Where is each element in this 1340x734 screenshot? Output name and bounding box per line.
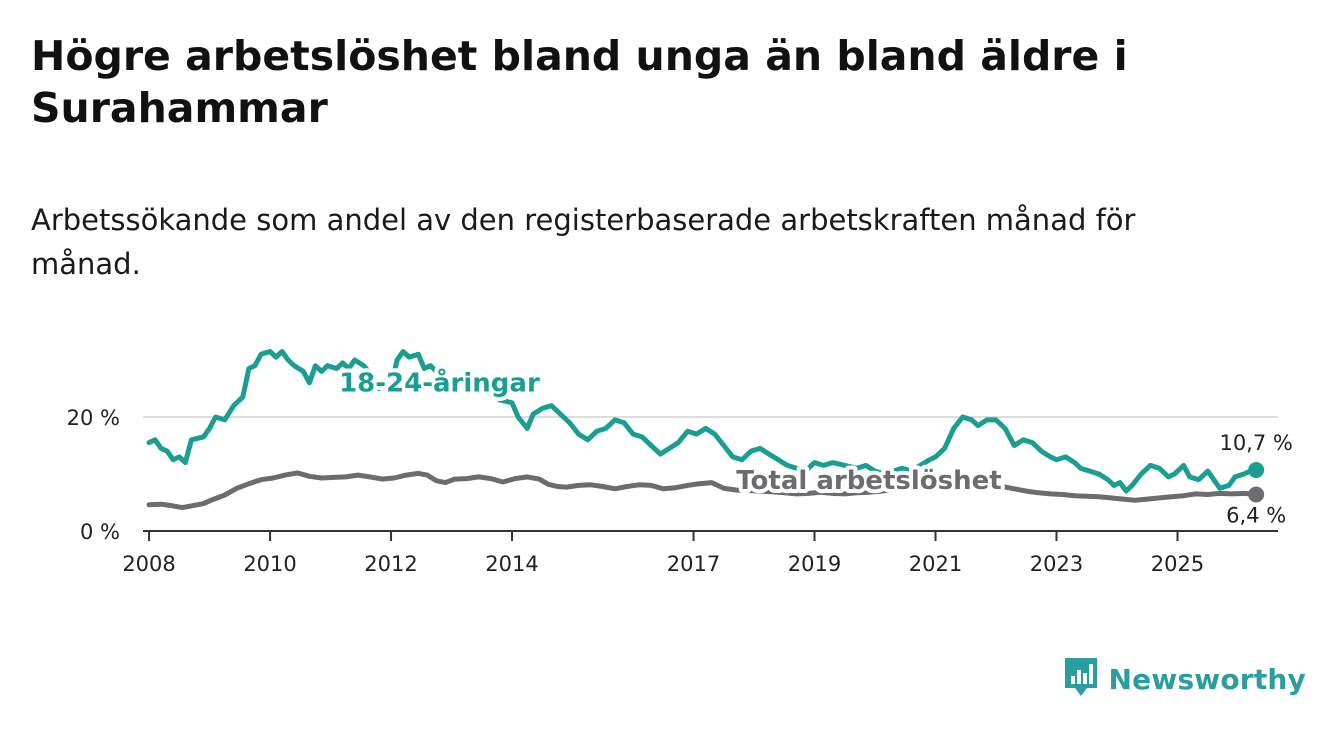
end-point-total <box>1248 486 1265 503</box>
series-layer <box>146 349 1265 511</box>
chart-subtitle: Arbetssökande som andel av den registerb… <box>31 203 1136 281</box>
newsworthy-logo-icon <box>1063 656 1099 702</box>
x-tick-label: 2021 <box>909 552 962 576</box>
y-tick-label: 20 % <box>67 406 120 430</box>
series-line-total <box>146 470 1259 511</box>
series-label-youth: 18-24-åringar <box>339 366 540 398</box>
x-tick-label: 2012 <box>364 552 417 576</box>
x-tick-label: 2008 <box>122 552 175 576</box>
x-tick-label: 2023 <box>1030 552 1083 576</box>
x-axis: 2008 2010 2012 2014 2017 2019 2021 2023 2025 <box>122 530 1278 576</box>
end-label-youth: 10,7 % <box>1219 431 1292 455</box>
x-tick-label: 2010 <box>243 552 296 576</box>
series-line-youth <box>146 349 1259 494</box>
newsworthy-brand[interactable]: Newsworthy <box>1063 656 1306 702</box>
x-tick-label: 2017 <box>667 552 720 576</box>
x-tick-label: 2014 <box>485 552 538 576</box>
brand-name: Newsworthy <box>1108 662 1306 696</box>
end-label-total: 6,4 % <box>1226 504 1286 528</box>
chart-title: Högre arbetslöshet bland unga än bland ä… <box>31 32 1128 132</box>
end-point-youth <box>1248 462 1265 479</box>
y-tick-label: 0 % <box>80 520 120 544</box>
series-label-total: Total arbetslöshet <box>736 466 1001 496</box>
label-layer: 18-24-åringar Total arbetslöshet 10,7 % 6,4… <box>335 362 1293 528</box>
x-tick-label: 2019 <box>788 552 841 576</box>
x-tick-label: 2025 <box>1151 552 1204 576</box>
y-axis: 0 % 20 % <box>67 406 120 544</box>
